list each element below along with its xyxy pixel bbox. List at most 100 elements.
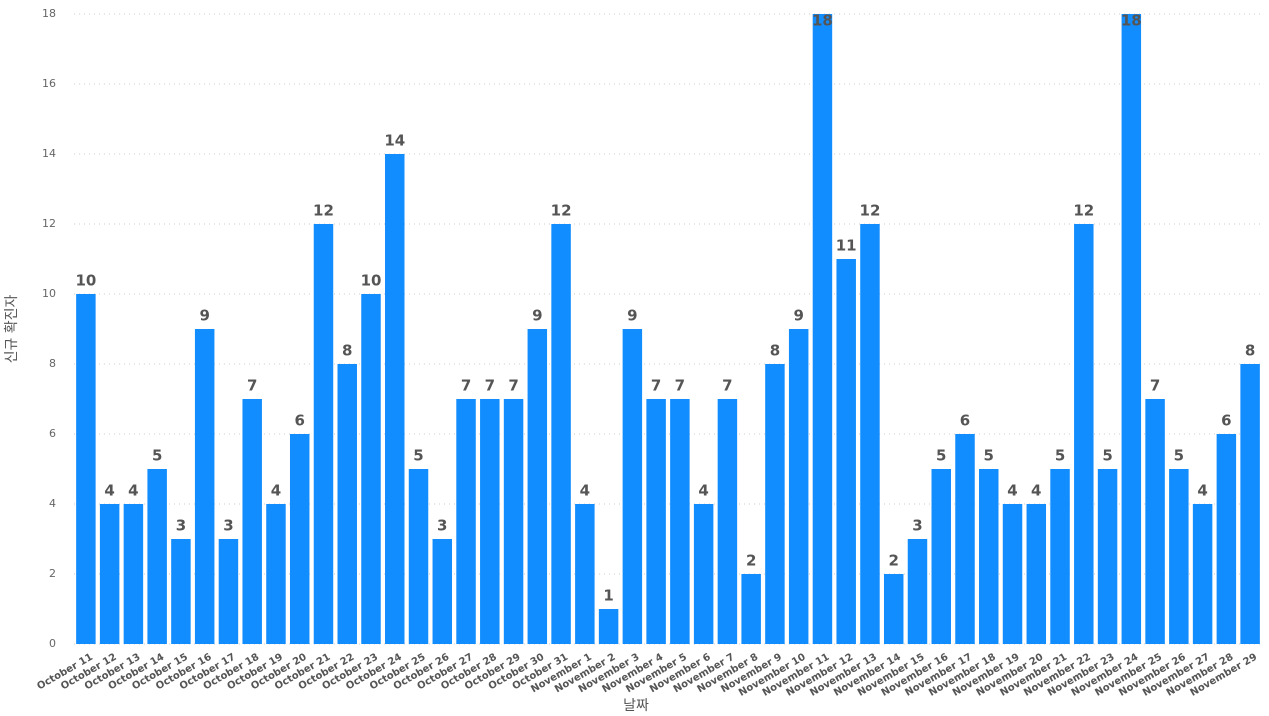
bar bbox=[646, 399, 666, 644]
bar bbox=[670, 399, 690, 644]
bar bbox=[123, 504, 144, 644]
bar bbox=[242, 399, 262, 644]
data-label: 11 bbox=[836, 237, 857, 255]
bar bbox=[76, 294, 96, 644]
data-label: 5 bbox=[152, 447, 162, 465]
data-label: 7 bbox=[508, 377, 518, 395]
bar bbox=[693, 504, 714, 644]
bar bbox=[432, 539, 453, 644]
data-label: 7 bbox=[675, 377, 685, 395]
bar bbox=[1169, 469, 1189, 644]
bar bbox=[1002, 504, 1023, 644]
bar bbox=[1074, 224, 1094, 644]
data-label: 7 bbox=[485, 377, 495, 395]
y-tick-label: 6 bbox=[49, 427, 56, 440]
data-label: 3 bbox=[437, 517, 447, 535]
y-tick-label: 4 bbox=[49, 497, 56, 510]
data-label: 10 bbox=[361, 272, 382, 290]
data-label: 8 bbox=[1245, 342, 1255, 360]
y-tick-label: 8 bbox=[49, 357, 56, 370]
y-tick-label: 12 bbox=[42, 217, 56, 230]
y-tick-label: 10 bbox=[42, 287, 56, 300]
data-label: 18 bbox=[812, 12, 833, 30]
data-label: 12 bbox=[860, 202, 881, 220]
data-label: 4 bbox=[1007, 482, 1017, 500]
data-label: 12 bbox=[551, 202, 572, 220]
bar bbox=[883, 574, 904, 644]
data-label: 5 bbox=[936, 447, 946, 465]
bar bbox=[931, 469, 951, 644]
bar bbox=[147, 469, 167, 644]
bar bbox=[1240, 364, 1260, 644]
data-label: 5 bbox=[1055, 447, 1065, 465]
y-tick-label: 0 bbox=[49, 637, 56, 650]
data-label: 5 bbox=[984, 447, 994, 465]
data-label: 18 bbox=[1121, 12, 1142, 30]
bar bbox=[575, 504, 595, 644]
data-label: 4 bbox=[128, 482, 138, 500]
data-label: 5 bbox=[1102, 447, 1112, 465]
y-tick-label: 2 bbox=[49, 567, 56, 580]
data-label: 5 bbox=[1174, 447, 1184, 465]
bar bbox=[551, 224, 571, 644]
data-label: 6 bbox=[295, 412, 305, 430]
bar bbox=[313, 224, 334, 644]
bar bbox=[527, 329, 548, 644]
data-label: 3 bbox=[223, 517, 233, 535]
data-label: 7 bbox=[651, 377, 661, 395]
data-label: 12 bbox=[313, 202, 334, 220]
bar bbox=[1097, 469, 1118, 644]
bar bbox=[1050, 469, 1070, 644]
data-label: 7 bbox=[461, 377, 471, 395]
bar bbox=[385, 154, 405, 644]
data-label: 9 bbox=[627, 307, 637, 325]
bar bbox=[289, 434, 310, 644]
data-label: 4 bbox=[1031, 482, 1041, 500]
bar bbox=[741, 574, 761, 644]
data-label: 3 bbox=[176, 517, 186, 535]
data-label: 9 bbox=[793, 307, 803, 325]
bar bbox=[907, 539, 928, 644]
bar bbox=[717, 399, 738, 644]
y-tick-label: 18 bbox=[42, 7, 56, 20]
bar bbox=[503, 399, 524, 644]
bar bbox=[266, 504, 286, 644]
data-label: 7 bbox=[247, 377, 257, 395]
bar bbox=[408, 469, 429, 644]
bar bbox=[1145, 399, 1165, 644]
bar bbox=[955, 434, 975, 644]
bar bbox=[194, 329, 215, 644]
x-axis-label: 날짜 bbox=[623, 698, 649, 714]
data-label: 9 bbox=[199, 307, 209, 325]
data-label: 4 bbox=[698, 482, 708, 500]
bar bbox=[860, 224, 880, 644]
data-label: 5 bbox=[413, 447, 423, 465]
bar bbox=[812, 14, 833, 644]
data-label: 10 bbox=[75, 272, 96, 290]
bar bbox=[456, 399, 476, 644]
data-label: 12 bbox=[1073, 202, 1094, 220]
bar bbox=[765, 364, 785, 644]
bar bbox=[1026, 504, 1047, 644]
bar bbox=[171, 539, 191, 644]
data-label: 2 bbox=[746, 552, 756, 570]
bar bbox=[836, 259, 856, 644]
data-label: 3 bbox=[912, 517, 922, 535]
data-label: 7 bbox=[1150, 377, 1160, 395]
bar bbox=[598, 609, 619, 644]
bar bbox=[788, 329, 809, 644]
data-label: 9 bbox=[532, 307, 542, 325]
y-tick-label: 14 bbox=[42, 147, 56, 160]
data-label: 1 bbox=[603, 587, 613, 605]
bar bbox=[622, 329, 643, 644]
bar bbox=[480, 399, 500, 644]
bar bbox=[337, 364, 357, 644]
bar bbox=[979, 469, 999, 644]
bar bbox=[1192, 504, 1213, 644]
bar bbox=[99, 504, 120, 644]
data-label: 8 bbox=[342, 342, 352, 360]
data-label: 6 bbox=[1221, 412, 1231, 430]
y-tick-label: 16 bbox=[42, 77, 56, 90]
bar bbox=[218, 539, 239, 644]
